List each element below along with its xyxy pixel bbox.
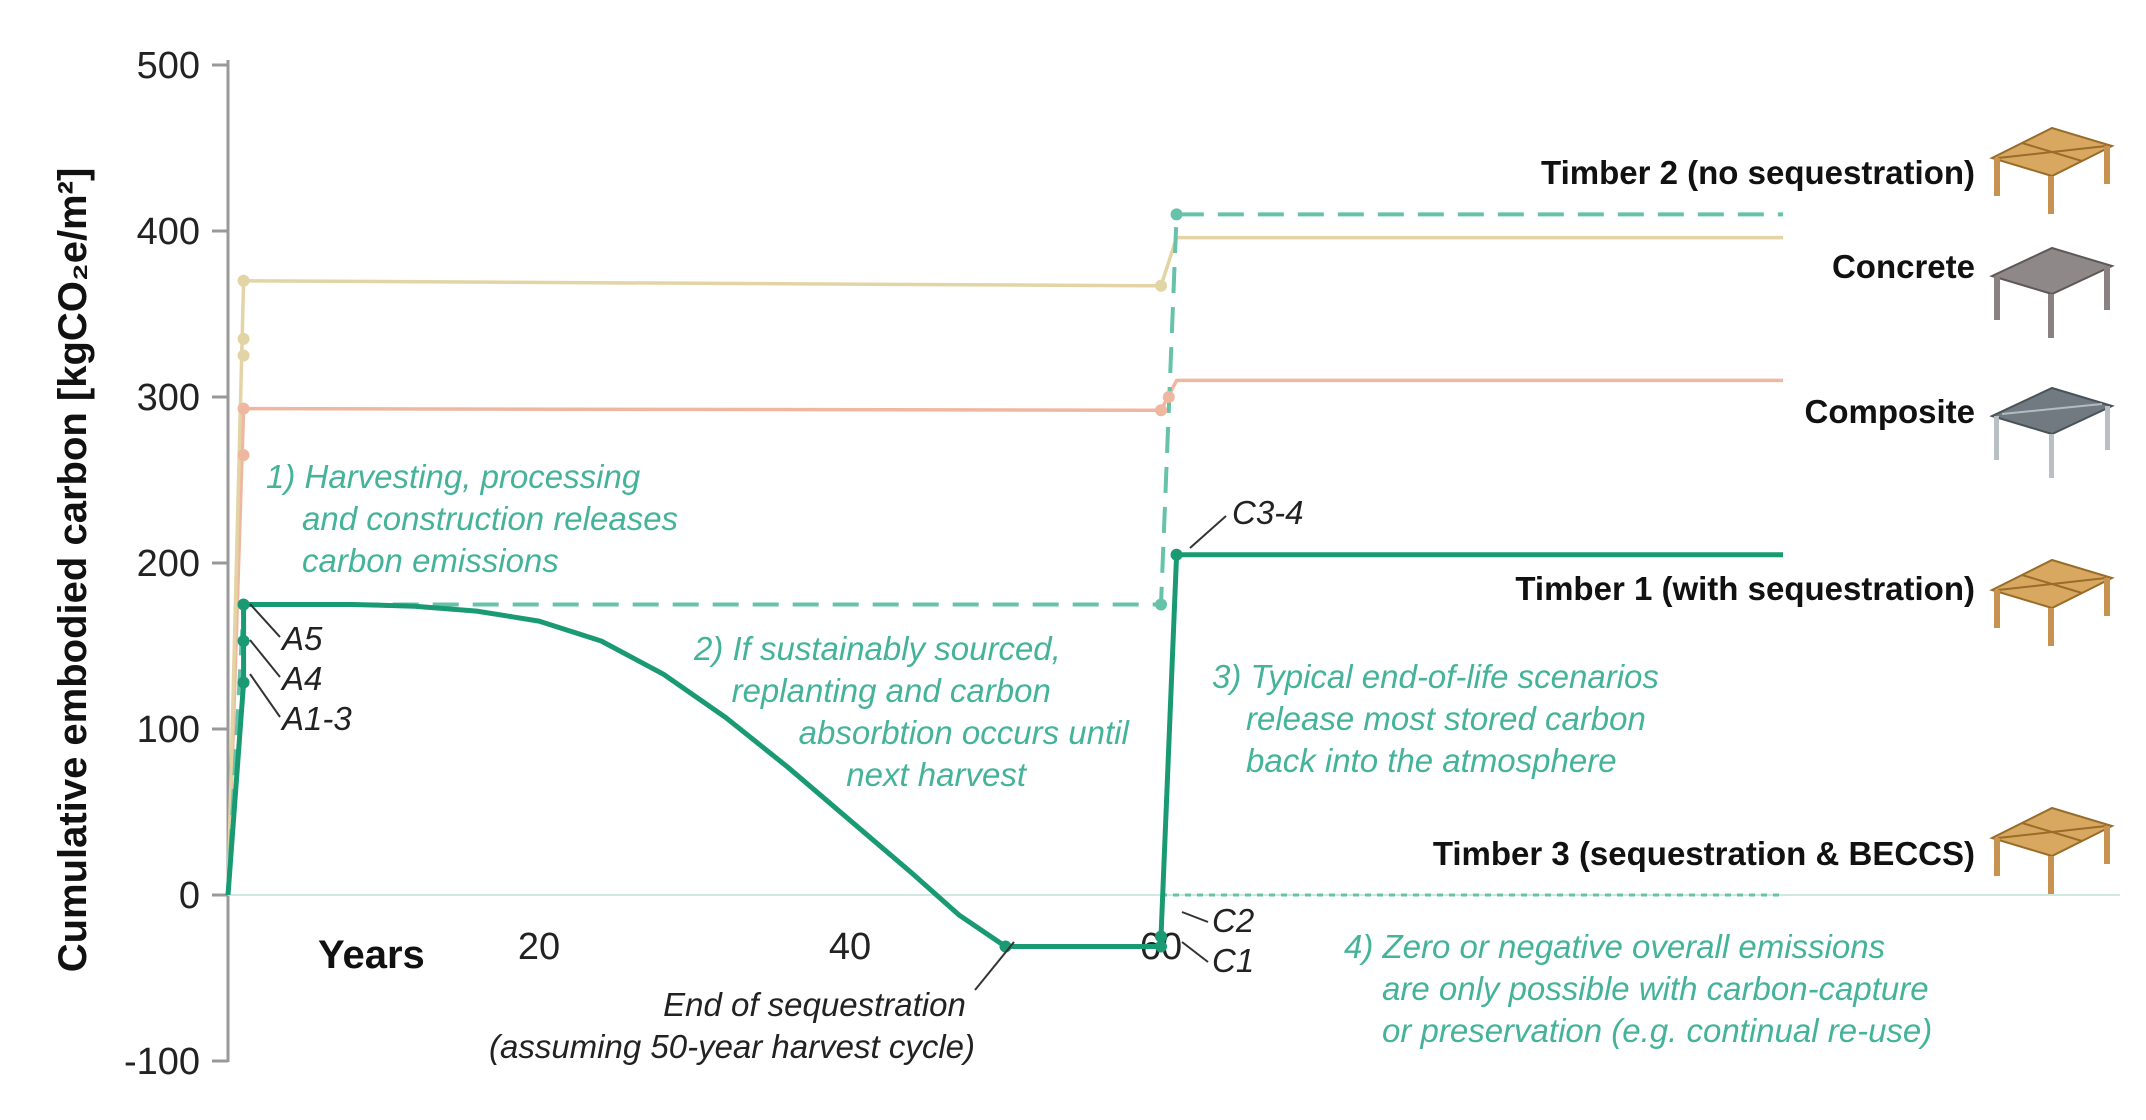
data-point xyxy=(237,402,250,415)
note-harvesting: 1) Harvesting, processing and constructi… xyxy=(266,458,687,579)
data-point xyxy=(1155,930,1167,943)
data-point xyxy=(237,449,250,462)
data-point xyxy=(1170,548,1183,561)
x-axis-title: Years xyxy=(318,933,425,977)
stage-label-c2: C2 xyxy=(1212,902,1254,939)
stage-label-c3-4: C3-4 xyxy=(1232,494,1304,531)
series-label-composite: Composite xyxy=(1804,393,1975,430)
y-tick-label: 200 xyxy=(137,543,200,585)
series-label-timber-1: Timber 1 (with sequestration) xyxy=(1515,570,1975,607)
y-tick-label: 400 xyxy=(137,211,200,253)
stage-label-a1-3: A1-3 xyxy=(280,700,352,737)
data-point xyxy=(237,635,250,648)
y-tick-label: 300 xyxy=(137,377,200,419)
data-point xyxy=(237,349,250,362)
data-point xyxy=(1170,208,1183,221)
note-end-of-life: 3) Typical end-of-life scenarios release… xyxy=(1212,658,1668,779)
data-point xyxy=(1155,404,1167,417)
series-label-timber-2: Timber 2 (no sequestration) xyxy=(1541,154,1975,191)
x-tick-label: 40 xyxy=(829,926,871,968)
y-ticks: 500 400 300 200 100 0 -100 xyxy=(124,45,228,1083)
stage-label-a4: A4 xyxy=(280,660,322,697)
dots-layer xyxy=(237,208,1183,953)
note-end-of-sequestration: End of sequestration (assuming 50-year h… xyxy=(489,986,975,1065)
data-point xyxy=(237,332,250,345)
y-tick-label: 100 xyxy=(137,709,200,751)
data-point xyxy=(1155,598,1167,611)
note-replanting: 2) If sustainably sourced, replanting an… xyxy=(693,630,1138,793)
note-zero-emissions: 4) Zero or negative overall emissions ar… xyxy=(1344,928,1938,1049)
concrete-frame-icon xyxy=(1989,246,2115,338)
y-axis-title: Cumulative embodied carbon [kgCO₂e/m²] xyxy=(51,168,95,973)
series-label-timber-3: Timber 3 (sequestration & BECCS) xyxy=(1433,835,1975,872)
y-tick-label: 500 xyxy=(137,45,200,87)
data-point xyxy=(237,598,250,611)
data-point xyxy=(1155,940,1167,953)
timber-frame-icon xyxy=(1989,806,2115,894)
stage-label-a5: A5 xyxy=(280,620,323,657)
series-line-timber-1-with-sequestration xyxy=(225,552,1783,949)
stage-label-c1: C1 xyxy=(1212,942,1254,979)
stage-leaders xyxy=(249,515,1227,991)
timber-frame-icon xyxy=(1989,126,2115,214)
y-tick-label: 0 xyxy=(179,875,200,917)
data-point xyxy=(1155,279,1167,292)
data-point xyxy=(237,274,250,287)
data-point xyxy=(1162,391,1175,403)
y-tick-label: -100 xyxy=(124,1041,200,1083)
series-label-concrete: Concrete xyxy=(1832,248,1975,285)
x-tick-label: 20 xyxy=(518,926,560,968)
data-point xyxy=(237,676,250,689)
composite-frame-icon xyxy=(1989,386,2115,478)
timber-frame-icon xyxy=(1989,558,2115,646)
